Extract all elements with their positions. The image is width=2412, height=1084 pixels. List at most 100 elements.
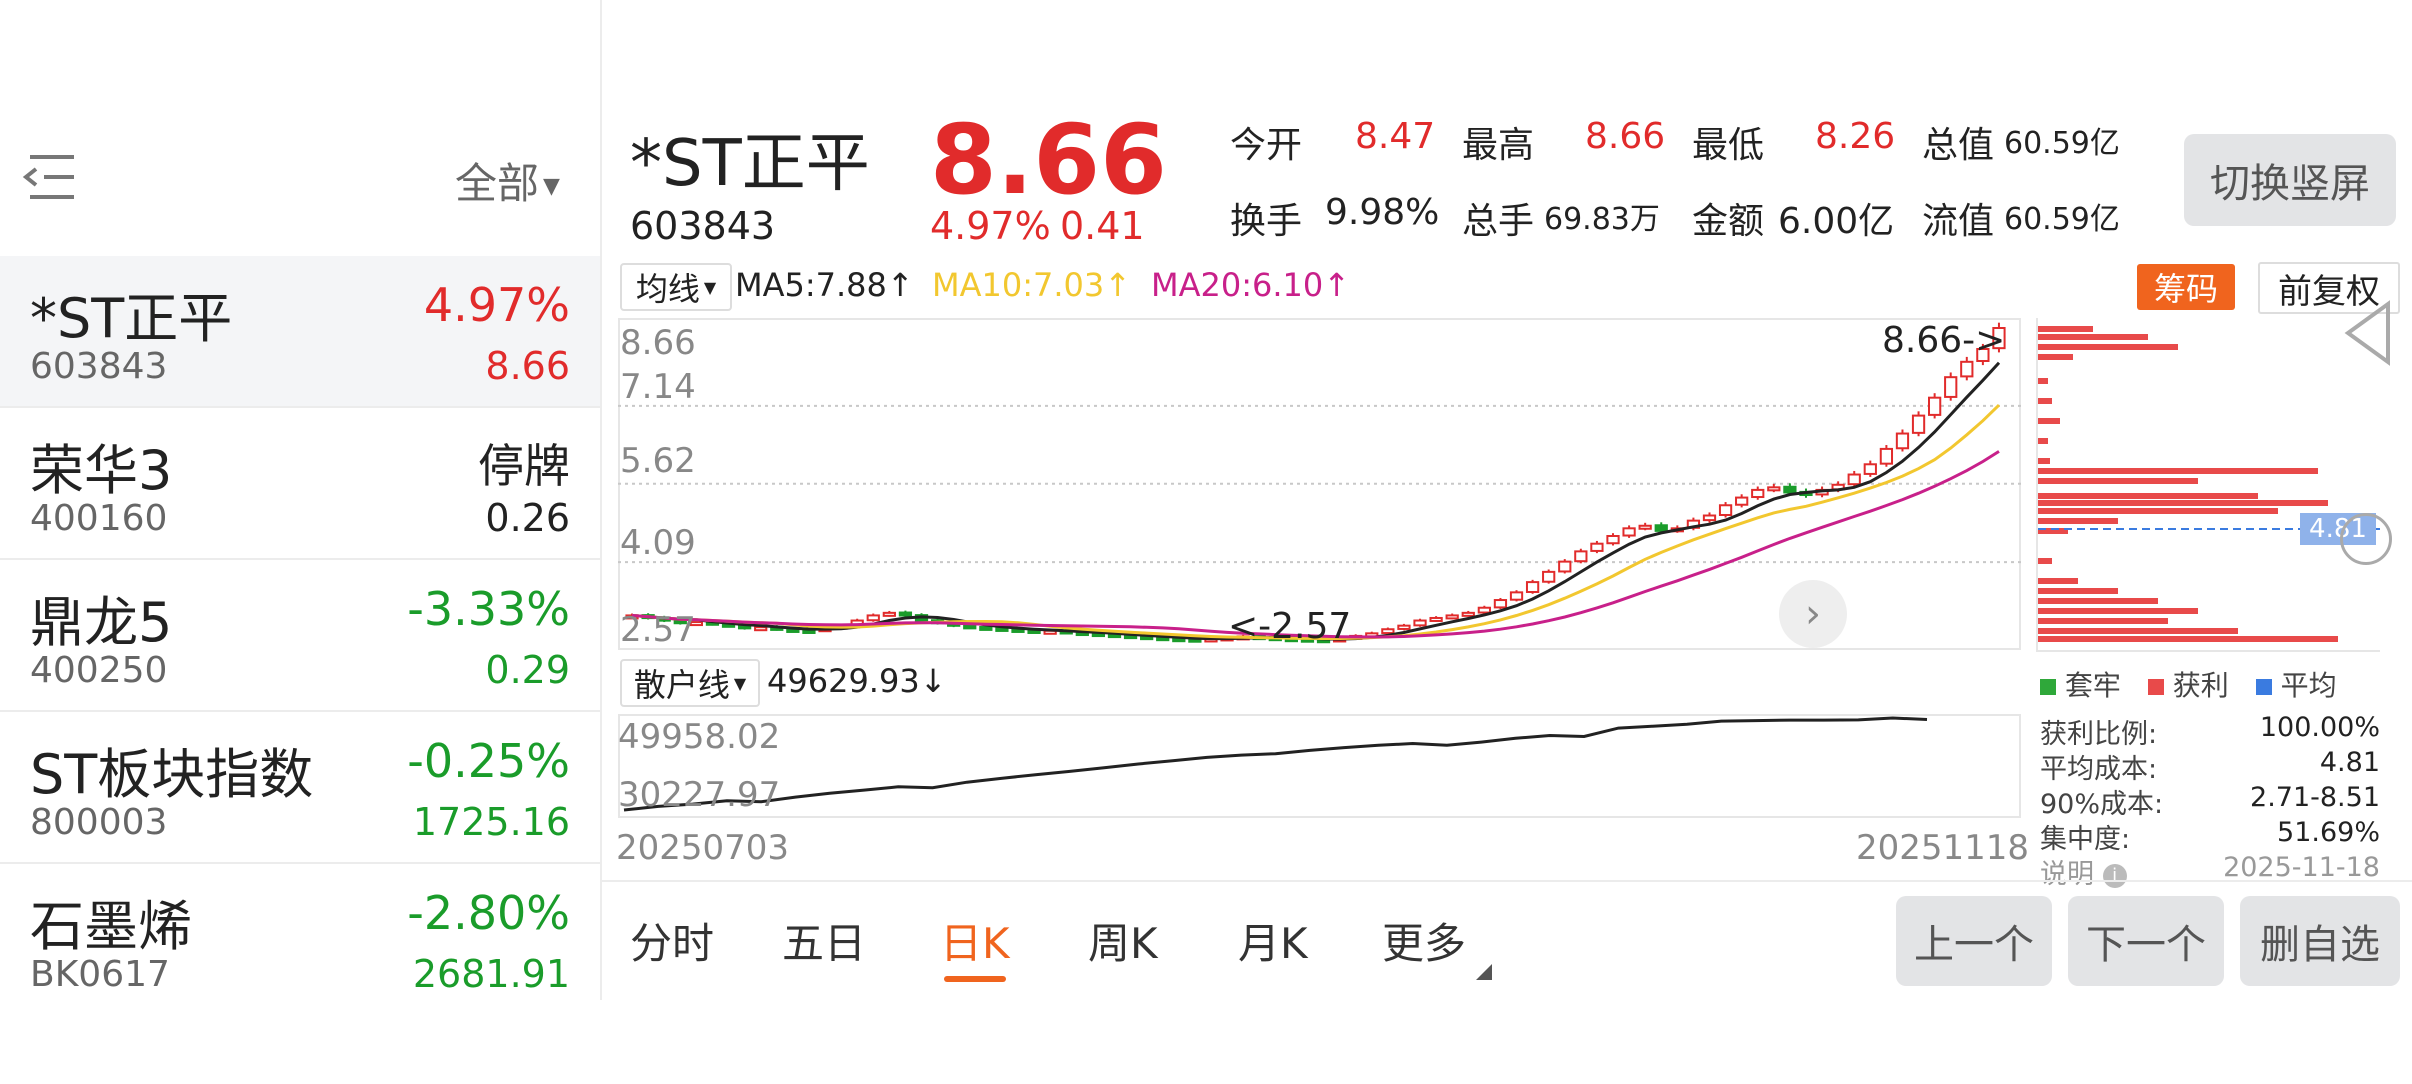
ma10-line <box>631 404 2001 640</box>
ma20-line <box>631 450 2000 639</box>
tab-bar-divider <box>600 880 2412 882</box>
candle-body <box>1525 581 1540 593</box>
next-stock-button[interactable]: 下一个 <box>2068 896 2224 986</box>
ma10-legend: MA10:7.03↑ <box>932 266 1132 304</box>
candle-body <box>866 614 880 622</box>
chip-bar <box>2038 493 2258 499</box>
candle-body <box>979 625 993 631</box>
ma-selector[interactable]: 均线 ▼ <box>620 263 732 311</box>
chip-bar <box>2038 558 2052 564</box>
amount-label: 金额 <box>1692 201 1765 242</box>
chevron-down-icon: ▼ <box>703 277 717 297</box>
tab-five-day[interactable]: 五日 <box>782 919 867 968</box>
watchlist-item[interactable]: ST板块指数 800003 -0.25% 1725.16 <box>0 712 600 864</box>
candle-body <box>1944 376 1958 398</box>
candle-body <box>1895 432 1910 450</box>
switch-portrait-button[interactable]: 切换竖屏 <box>2184 134 2396 226</box>
y-label-4: 2.57 <box>620 610 696 650</box>
item-price: 2681.91 <box>412 952 570 996</box>
concentration-label: 集中度: <box>2040 824 2131 855</box>
chip-bar <box>2038 418 2060 424</box>
chip-bar <box>2038 588 2118 594</box>
candle-body <box>882 611 896 617</box>
note-link[interactable]: 说明 i <box>2040 852 2127 891</box>
indicator-selector[interactable]: 散户线 ▼ <box>620 659 760 707</box>
tab-monthly-k[interactable]: 月K <box>1238 919 1308 968</box>
prev-stock-button[interactable]: 上一个 <box>1896 896 2052 986</box>
date-end: 20251118 <box>1856 828 2030 868</box>
chip-collapse-icon[interactable] <box>2342 300 2392 370</box>
item-code: 800003 <box>30 802 168 843</box>
open-label: 今开 <box>1230 125 1303 166</box>
tab-intraday[interactable]: 分时 <box>630 919 715 968</box>
candle-body <box>1654 524 1668 532</box>
candle-body <box>1735 496 1749 506</box>
collapse-icon[interactable] <box>22 152 78 202</box>
item-code: BK0617 <box>30 954 170 995</box>
candle-body <box>1574 550 1588 563</box>
tab-daily-k[interactable]: 日K <box>940 919 1010 968</box>
chip-bar <box>2038 478 2198 484</box>
next-page-icon[interactable]: › <box>1779 580 1847 648</box>
chip-bar <box>2038 378 2048 384</box>
crosshair-toggle-icon[interactable] <box>2340 513 2392 565</box>
candle-body <box>898 611 913 617</box>
item-price: 0.29 <box>485 648 570 692</box>
tab-weekly-k[interactable]: 周K <box>1088 919 1158 968</box>
chevron-down-icon: ▼ <box>733 673 747 693</box>
trapped-label: 套牢 <box>2064 669 2121 702</box>
candle-body <box>1542 570 1556 583</box>
ma-selector-label: 均线 <box>635 270 700 308</box>
current-price: 8.66 <box>930 104 1167 216</box>
candle-body <box>1928 396 1942 416</box>
chip-bar <box>2038 578 2078 584</box>
candle-body <box>1493 599 1508 609</box>
chip-bar <box>2038 636 2338 642</box>
chip-bar <box>2038 354 2073 360</box>
chip-bar <box>2038 628 2238 634</box>
info-icon: i <box>2102 863 2127 888</box>
candle-body <box>1558 560 1572 573</box>
candle-body <box>1718 504 1733 516</box>
tab-more[interactable]: 更多 <box>1382 919 1467 968</box>
candle-body <box>1863 463 1877 475</box>
date-start: 20250703 <box>616 828 790 868</box>
chip-bar <box>2038 508 2278 514</box>
item-name: 荣华3 <box>30 439 173 502</box>
chip-bar <box>2038 518 2118 524</box>
filter-dropdown[interactable]: 全部 ▼ <box>455 150 560 211</box>
watchlist-item[interactable]: *ST正平 603843 4.97% 8.66 <box>0 256 600 408</box>
stock-code: 603843 <box>630 204 776 248</box>
amount-value: 6.00亿 <box>1778 201 1895 242</box>
min-price-marker: <-2.57 <box>1228 606 1352 647</box>
chip-bar <box>2038 618 2168 624</box>
kline-chart[interactable] <box>618 318 2021 650</box>
volume-value: 69.83万 <box>1544 202 1660 237</box>
chip-bar <box>2038 598 2158 604</box>
turnover-label: 换手 <box>1230 201 1303 242</box>
filter-label: 全部 <box>455 159 540 208</box>
remove-watchlist-button[interactable]: 删自选 <box>2240 896 2400 986</box>
candle-body <box>1783 485 1797 494</box>
chip-bar <box>2038 398 2052 404</box>
chip-bar <box>2038 528 2068 534</box>
item-price: 8.66 <box>485 344 570 388</box>
chip-tab[interactable]: 筹码 <box>2137 264 2235 310</box>
candle-body <box>1767 486 1781 492</box>
profit-label: 获利 <box>2172 669 2229 702</box>
watchlist-item[interactable]: 鼎龙5 400250 -3.33% 0.29 <box>0 560 600 712</box>
adjust-tab[interactable]: 前复权 <box>2258 262 2400 314</box>
change-amount: 0.41 <box>1060 204 1145 248</box>
candle-body <box>1960 360 1974 378</box>
indicator-line <box>623 716 1928 812</box>
item-code: 400160 <box>30 498 168 539</box>
chip-legend: 套牢 获利 平均 <box>2040 664 2337 704</box>
kline-svg <box>618 322 2021 644</box>
float-value-label: 流值 <box>1922 201 1995 242</box>
watchlist-item[interactable]: 荣华3 400160 停牌 0.26 <box>0 408 600 560</box>
watchlist-item[interactable]: 石墨烯 BK0617 -2.80% 2681.91 <box>0 864 600 1014</box>
open-value: 8.47 <box>1355 116 1436 157</box>
turnover-value: 9.98% <box>1325 192 1440 233</box>
y-label-0: 8.66 <box>620 323 696 363</box>
watchlist-sidebar: 全部 ▼ *ST正平 603843 4.97% 8.66 荣华3 400160 停… <box>0 0 602 1000</box>
